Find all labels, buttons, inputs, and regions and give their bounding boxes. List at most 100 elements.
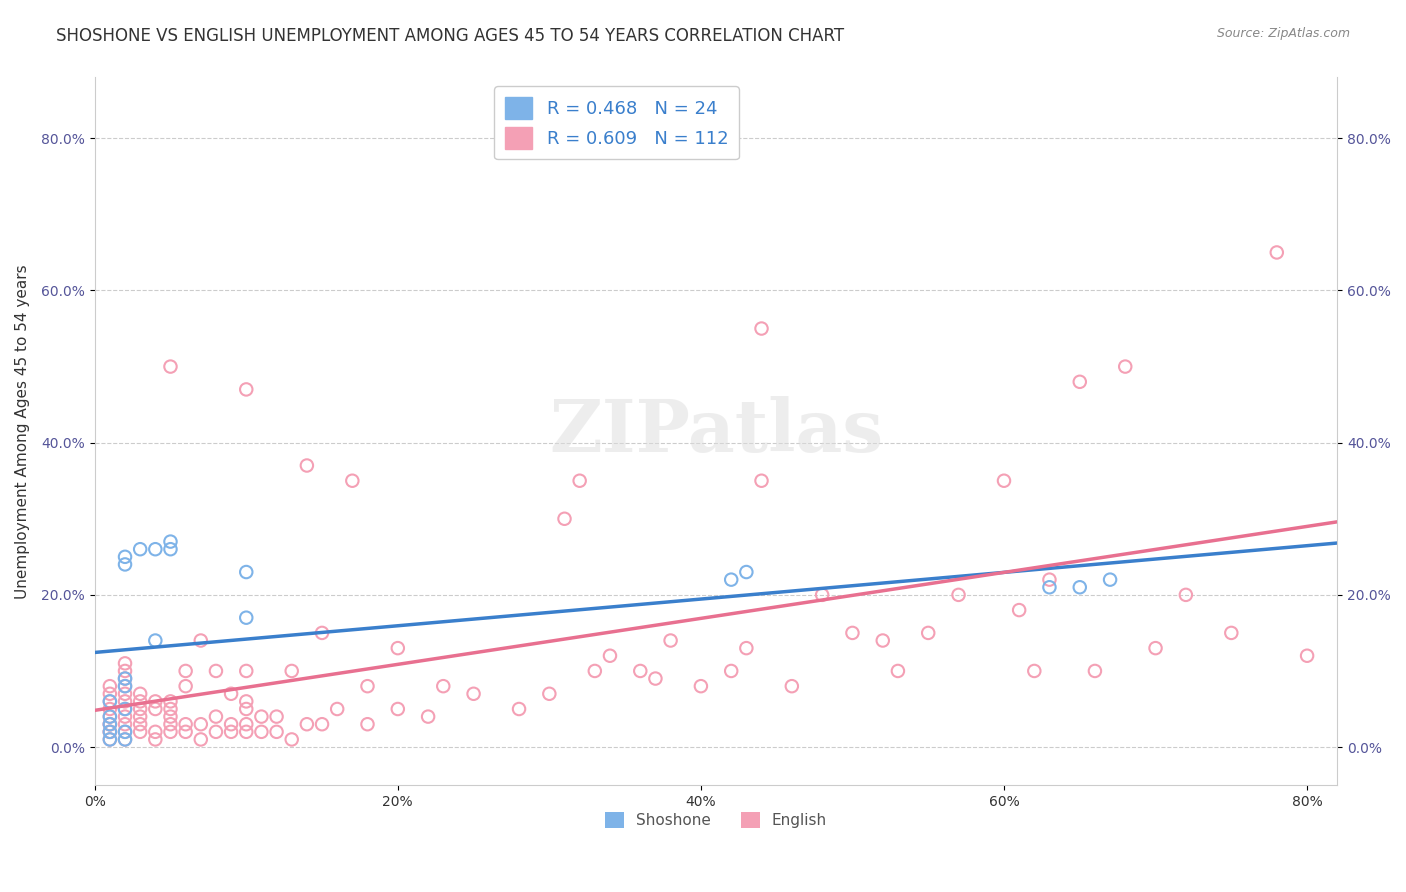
Point bbox=[387, 702, 409, 716]
Point bbox=[235, 724, 257, 739]
Point bbox=[129, 724, 152, 739]
Point bbox=[735, 565, 758, 579]
Point bbox=[190, 717, 212, 731]
Point bbox=[143, 694, 166, 708]
Point bbox=[205, 664, 228, 678]
Point bbox=[1038, 580, 1060, 594]
Point bbox=[644, 672, 666, 686]
Point bbox=[114, 724, 136, 739]
Point bbox=[114, 558, 136, 572]
Point bbox=[219, 724, 242, 739]
Point bbox=[114, 672, 136, 686]
Point bbox=[159, 359, 181, 374]
Point bbox=[280, 732, 302, 747]
Point bbox=[114, 709, 136, 723]
Point bbox=[159, 542, 181, 557]
Point bbox=[1084, 664, 1107, 678]
Point bbox=[129, 702, 152, 716]
Point bbox=[98, 732, 121, 747]
Point bbox=[1069, 375, 1091, 389]
Point bbox=[98, 724, 121, 739]
Point bbox=[235, 702, 257, 716]
Point bbox=[1008, 603, 1031, 617]
Point bbox=[280, 664, 302, 678]
Point bbox=[190, 633, 212, 648]
Point bbox=[387, 641, 409, 656]
Text: ZIPatlas: ZIPatlas bbox=[548, 396, 883, 467]
Point bbox=[690, 679, 713, 693]
Point bbox=[129, 542, 152, 557]
Point bbox=[568, 474, 591, 488]
Point bbox=[311, 717, 333, 731]
Point bbox=[114, 732, 136, 747]
Point bbox=[98, 694, 121, 708]
Point bbox=[174, 717, 197, 731]
Point bbox=[159, 709, 181, 723]
Point bbox=[751, 474, 773, 488]
Point bbox=[583, 664, 606, 678]
Point bbox=[295, 717, 318, 731]
Point bbox=[553, 512, 575, 526]
Point bbox=[735, 641, 758, 656]
Point bbox=[174, 724, 197, 739]
Point bbox=[114, 664, 136, 678]
Point bbox=[356, 717, 378, 731]
Point bbox=[432, 679, 454, 693]
Point bbox=[143, 633, 166, 648]
Point bbox=[659, 633, 682, 648]
Point bbox=[235, 610, 257, 624]
Point bbox=[266, 724, 288, 739]
Point bbox=[599, 648, 621, 663]
Point bbox=[114, 702, 136, 716]
Point bbox=[129, 694, 152, 708]
Point bbox=[1038, 573, 1060, 587]
Point bbox=[948, 588, 970, 602]
Point bbox=[98, 724, 121, 739]
Point bbox=[174, 664, 197, 678]
Point bbox=[1174, 588, 1197, 602]
Point bbox=[416, 709, 439, 723]
Point bbox=[114, 672, 136, 686]
Point bbox=[143, 732, 166, 747]
Point bbox=[356, 679, 378, 693]
Point bbox=[129, 717, 152, 731]
Point bbox=[235, 717, 257, 731]
Point bbox=[143, 702, 166, 716]
Point bbox=[143, 724, 166, 739]
Legend: Shoshone, English: Shoshone, English bbox=[599, 805, 832, 834]
Point bbox=[143, 542, 166, 557]
Point bbox=[114, 717, 136, 731]
Point bbox=[98, 679, 121, 693]
Text: Source: ZipAtlas.com: Source: ZipAtlas.com bbox=[1216, 27, 1350, 40]
Point bbox=[205, 724, 228, 739]
Point bbox=[114, 724, 136, 739]
Point bbox=[780, 679, 803, 693]
Point bbox=[114, 732, 136, 747]
Text: SHOSHONE VS ENGLISH UNEMPLOYMENT AMONG AGES 45 TO 54 YEARS CORRELATION CHART: SHOSHONE VS ENGLISH UNEMPLOYMENT AMONG A… bbox=[56, 27, 845, 45]
Point bbox=[235, 694, 257, 708]
Point bbox=[872, 633, 894, 648]
Point bbox=[174, 679, 197, 693]
Point bbox=[98, 702, 121, 716]
Point bbox=[205, 709, 228, 723]
Point bbox=[311, 626, 333, 640]
Point bbox=[1220, 626, 1243, 640]
Point bbox=[219, 687, 242, 701]
Point bbox=[235, 565, 257, 579]
Point bbox=[98, 717, 121, 731]
Point bbox=[129, 709, 152, 723]
Point bbox=[720, 664, 742, 678]
Point bbox=[538, 687, 561, 701]
Point bbox=[98, 724, 121, 739]
Point bbox=[993, 474, 1015, 488]
Point bbox=[159, 717, 181, 731]
Point bbox=[159, 694, 181, 708]
Point bbox=[159, 724, 181, 739]
Point bbox=[114, 687, 136, 701]
Point bbox=[250, 709, 273, 723]
Point bbox=[887, 664, 910, 678]
Point bbox=[841, 626, 863, 640]
Point bbox=[190, 732, 212, 747]
Point bbox=[114, 679, 136, 693]
Point bbox=[159, 702, 181, 716]
